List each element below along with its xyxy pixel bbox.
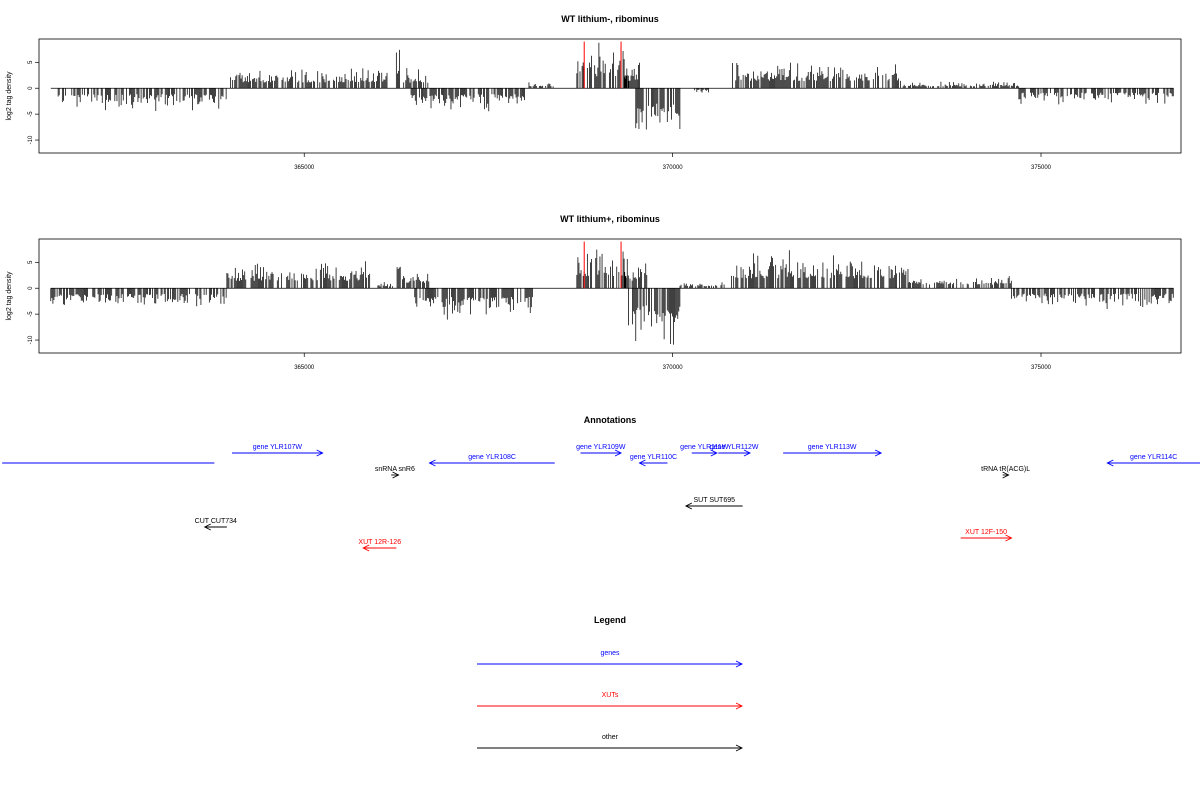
legend-label: other <box>602 734 619 741</box>
feature-label: XUT 12R-126 <box>358 539 401 546</box>
feature-label: gene YLR113W <box>808 444 857 451</box>
feature-gene-ylr109w: gene YLR109W <box>576 444 626 457</box>
feature-gene-ylr108c: gene YLR108C <box>428 454 555 467</box>
feature-snrna-snr6: snRNA snR6 <box>375 466 415 479</box>
legend-item-genes: genes <box>477 650 744 668</box>
feature-gene-ylr107w: gene YLR107W <box>232 444 324 457</box>
arrow-head <box>710 449 718 457</box>
arrow-head <box>638 459 646 467</box>
coverage-panel-lithium-plus: WT lithium+, ribominus log2 tag density … <box>6 214 1182 371</box>
y-tick-label: 0 <box>28 86 34 90</box>
arrow-head <box>1005 534 1013 542</box>
feature-label: snRNA snR6 <box>375 466 415 473</box>
feature-cut-cut734: CUT CUT734 <box>195 518 237 531</box>
feature-xut-12f-150: XUT 12F-150 <box>960 529 1013 542</box>
coverage-panel-lithium-minus: WT lithium-, ribominus log2 tag density … <box>6 14 1182 171</box>
x-tick-label: 375000 <box>1031 365 1052 371</box>
axes: -10 -5 0 5 365000 370000 375000 <box>28 260 1052 371</box>
feature-gene-ylr111w: gene YLR111W <box>680 444 729 457</box>
arrow-head <box>1002 471 1010 479</box>
arrow-head <box>203 523 211 531</box>
y-tick-label: 0 <box>28 286 34 290</box>
feature-label: SUT SUT695 <box>694 497 736 504</box>
legend-items: genes XUTs other <box>477 650 744 752</box>
coverage-bars <box>50 241 1174 345</box>
x-tick-label: 375000 <box>1031 165 1052 171</box>
arrow-head <box>428 459 436 467</box>
x-tick-label: 365000 <box>294 365 315 371</box>
y-tick-label: -10 <box>28 335 34 344</box>
x-tick-label: 365000 <box>294 165 315 171</box>
feature-label: tRNA tR(ACG)L <box>981 466 1030 473</box>
feature-gene-ylr110c: gene YLR110C <box>630 454 677 467</box>
coverage-bar <box>57 42 1174 130</box>
y-tick-label: -10 <box>28 135 34 144</box>
arrow-head <box>1106 459 1114 467</box>
feature-label: gene YLR109W <box>576 444 626 451</box>
feature-gene-ylr114c: gene YLR114C <box>1106 454 1200 467</box>
arrow-head <box>735 660 744 668</box>
arrow-head <box>874 449 883 457</box>
arrow-head <box>392 471 400 479</box>
feature-label: gene YLR112W <box>710 444 759 451</box>
feature-trna-tr-acg-l: tRNA tR(ACG)L <box>981 466 1030 479</box>
y-tick-label: 5 <box>28 260 34 264</box>
annotations-title: Annotations <box>584 415 637 425</box>
feature-label: XUT 12F-150 <box>965 529 1007 536</box>
feature-gene-ylr112w: gene YLR112W <box>710 444 759 457</box>
y-tick-label: 5 <box>28 60 34 64</box>
feature-label: gene YLR111W <box>680 444 729 451</box>
legend-item-other: other <box>477 734 744 752</box>
y-tick-label: -5 <box>28 311 34 317</box>
arrow-head <box>316 449 324 457</box>
feature-label: gene YLR110C <box>630 454 677 461</box>
feature-label: gene YLR114C <box>1130 454 1177 461</box>
feature-label: gene YLR108C <box>468 454 516 461</box>
panel-title: WT lithium+, ribominus <box>560 214 660 224</box>
feature-arrows: gene YLR107W gene YLR108C gene YLR109W gene… <box>2 444 1200 552</box>
y-axis-label: log2 tag density <box>6 71 13 121</box>
feature-label: gene YLR107W <box>253 444 303 451</box>
arrow-head <box>684 502 693 510</box>
feature-label: CUT CUT734 <box>195 518 237 525</box>
plot-frame <box>38 238 1182 354</box>
legend-label: genes <box>600 650 620 657</box>
arrow-head <box>362 544 370 552</box>
arrow-head <box>614 449 623 457</box>
feature-gene-ylr113w: gene YLR113W <box>783 444 883 457</box>
plot-frame <box>38 38 1182 154</box>
y-tick-label: -5 <box>28 111 34 117</box>
x-tick-label: 370000 <box>663 165 684 171</box>
panel-title: WT lithium-, ribominus <box>561 14 659 24</box>
legend-title: Legend <box>594 615 626 625</box>
feature-xut-12r-126: XUT 12R-126 <box>358 539 401 552</box>
legend: Legend genes XUTs other <box>477 615 744 752</box>
coverage-bar <box>50 249 1174 345</box>
x-tick-label: 370000 <box>663 365 684 371</box>
arrow-head <box>735 744 744 752</box>
feature-sut-sut695: SUT SUT695 <box>684 497 743 510</box>
coverage-bars <box>50 41 1174 130</box>
y-axis-label: log2 tag density <box>6 271 13 321</box>
arrow-head <box>743 449 751 457</box>
legend-label: XUTs <box>602 692 619 699</box>
arrow-head <box>735 702 744 710</box>
legend-item-xuts: XUTs <box>477 692 744 710</box>
axes: -10 -5 0 5 365000 370000 375000 <box>28 60 1052 171</box>
